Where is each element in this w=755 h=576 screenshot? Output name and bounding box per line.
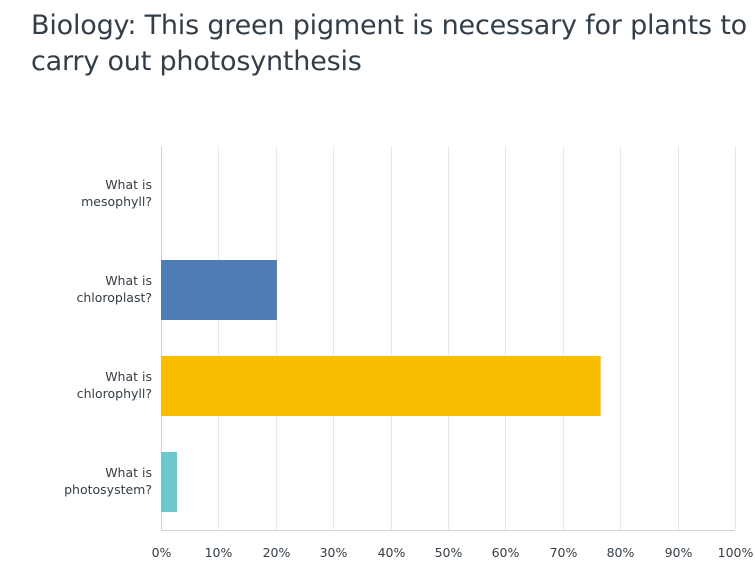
category-label: What is mesophyll? bbox=[81, 177, 152, 209]
category-label-line: What is bbox=[105, 177, 152, 192]
x-tick-label: 50% bbox=[435, 545, 463, 560]
x-tick-label: 20% bbox=[263, 545, 291, 560]
category-label-line: chlorophyll? bbox=[77, 386, 152, 401]
x-tick-label: 30% bbox=[320, 545, 348, 560]
x-tick-label: 40% bbox=[378, 545, 406, 560]
category-label-line: chloroplast? bbox=[76, 290, 152, 305]
chart-title: Biology: This green pigment is necessary… bbox=[31, 10, 747, 77]
x-tick-label: 10% bbox=[205, 545, 233, 560]
category-label-line: What is bbox=[105, 465, 152, 480]
x-tick-label: 0% bbox=[152, 545, 172, 560]
category-label: What is photosystem? bbox=[64, 465, 152, 497]
category-label: What is chloroplast? bbox=[76, 273, 152, 305]
x-axis-tick-labels: 0% 10% 20% 30% 40% 50% 60% 70% 80% 90% 100% bbox=[152, 545, 754, 560]
category-labels: What is mesophyll?What is chloroplast?What… bbox=[64, 177, 152, 497]
category-label-line: photosystem? bbox=[64, 482, 152, 497]
category-label-line: mesophyll? bbox=[81, 194, 152, 209]
x-tick-label: 90% bbox=[665, 545, 693, 560]
x-tick-label: 60% bbox=[492, 545, 520, 560]
category-label: What is chlorophyll? bbox=[77, 369, 152, 401]
x-tick-label: 80% bbox=[607, 545, 635, 560]
category-label-line: What is bbox=[105, 273, 152, 288]
bar-3[interactable] bbox=[161, 452, 178, 512]
bars bbox=[161, 260, 601, 512]
x-tick-label: 70% bbox=[550, 545, 578, 560]
x-tick-label: 100% bbox=[718, 545, 754, 560]
grid-lines bbox=[161, 146, 736, 531]
bar-1[interactable] bbox=[161, 260, 277, 320]
bar-2[interactable] bbox=[161, 356, 601, 416]
category-label-line: What is bbox=[105, 369, 152, 384]
